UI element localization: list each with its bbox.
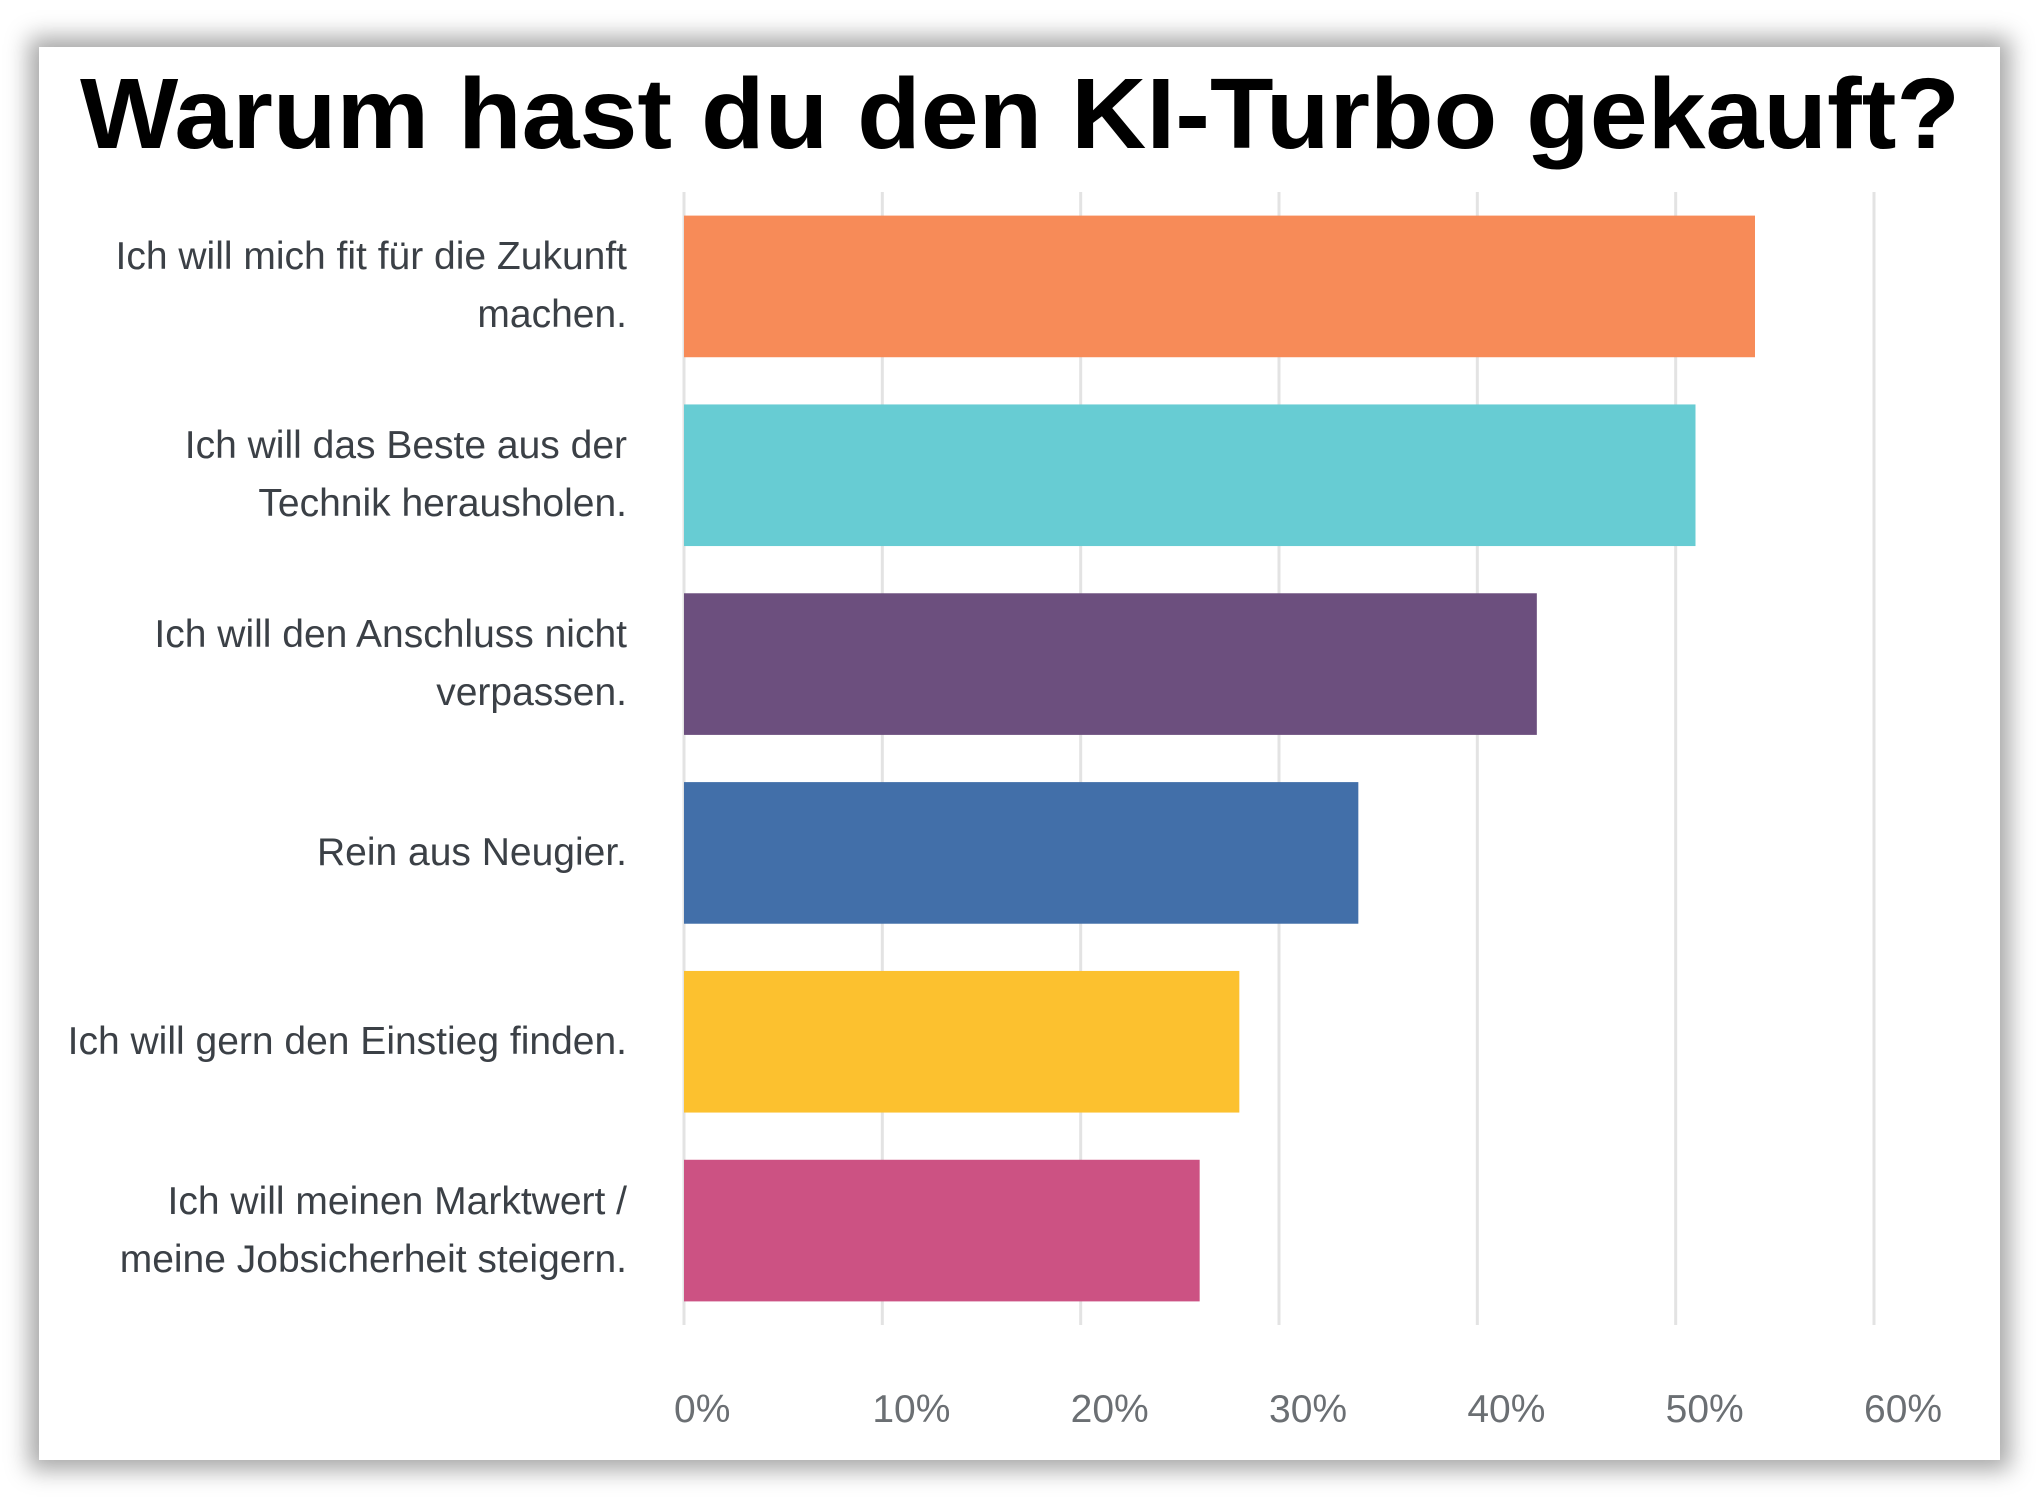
- chart-title: Warum hast du den KI-Turbo gekauft?: [80, 58, 1960, 170]
- x-tick-label: 0%: [674, 1388, 730, 1431]
- bar: [684, 593, 1537, 735]
- x-tick-label: 10%: [872, 1388, 950, 1431]
- y-tick-label: Ich will das Beste aus der Technik herau…: [184, 424, 627, 526]
- bar: [684, 1159, 1200, 1302]
- x-tick-label: 50%: [1666, 1388, 1744, 1431]
- bar: [684, 215, 1755, 358]
- y-tick-label: Ich will den Anschluss nicht verpassen.: [154, 613, 627, 715]
- bar: [684, 970, 1240, 1113]
- x-tick-label: 30%: [1269, 1388, 1347, 1431]
- y-tick-label: Rein aus Neugier.: [316, 830, 627, 874]
- x-tick-label: 20%: [1071, 1388, 1149, 1431]
- bar: [684, 404, 1696, 547]
- y-tick-label: Ich will gern den Einstieg finden.: [67, 1019, 627, 1063]
- y-tick-label: Ich will mich fit für die Zukunft machen…: [115, 235, 628, 337]
- x-tick-label: 40%: [1467, 1388, 1545, 1431]
- bar: [684, 782, 1359, 924]
- y-tick-label: Ich will meinen Marktwert / meine Jobsic…: [119, 1179, 627, 1281]
- x-tick-label: 60%: [1864, 1388, 1942, 1431]
